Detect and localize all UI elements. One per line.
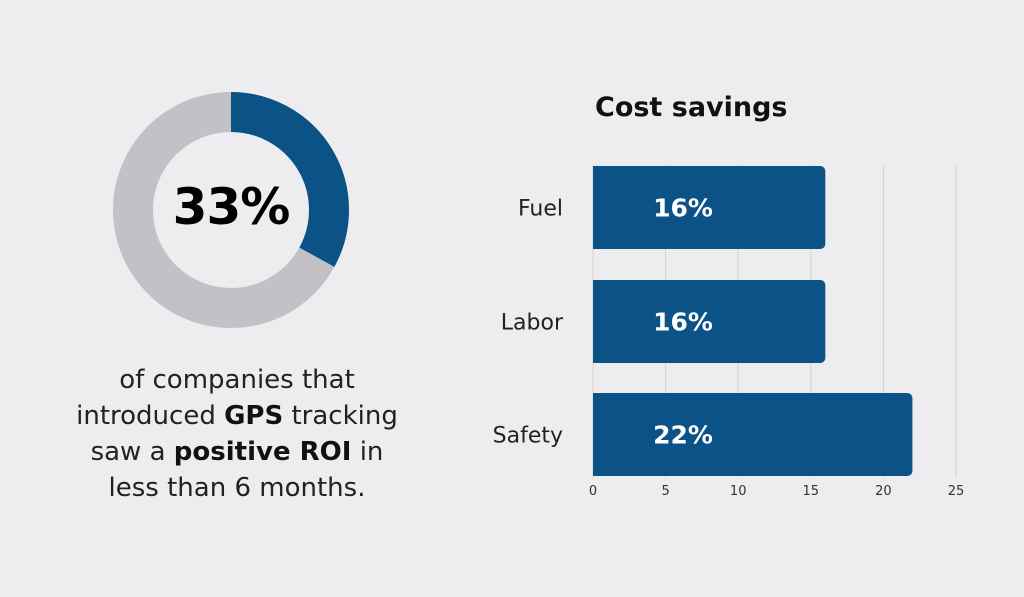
bar-fuel: [593, 166, 826, 249]
caption-line: introduced GPS tracking: [57, 398, 417, 434]
bar-edge: [593, 393, 601, 476]
caption-emphasis: positive ROI: [173, 437, 352, 467]
donut-value-label: 33%: [172, 178, 291, 236]
caption-line: saw a positive ROI in: [57, 434, 417, 470]
caption-text: in: [351, 437, 384, 467]
donut-highlight-segment: [230, 92, 349, 267]
caption-line: less than 6 months.: [108, 473, 366, 503]
x-tick-label: 10: [730, 484, 747, 499]
x-tick-label: 25: [948, 484, 965, 499]
chart-title: Cost savings: [595, 92, 788, 123]
donut-caption: of companies that introduced GPS trackin…: [57, 362, 417, 506]
x-tick-label: 5: [661, 484, 669, 499]
caption-emphasis: GPS: [224, 401, 284, 431]
data-label: 16%: [653, 194, 713, 223]
caption-line: of companies that: [119, 365, 355, 395]
x-tick-label: 0: [589, 484, 597, 499]
bar-edge: [593, 280, 601, 363]
donut-chart: [113, 92, 349, 328]
data-label: 16%: [653, 308, 713, 337]
category-label: Labor: [501, 311, 564, 336]
category-label: Fuel: [518, 197, 563, 222]
data-label: 22%: [653, 421, 713, 450]
caption-text: saw a: [90, 437, 174, 467]
x-tick-label: 20: [875, 484, 892, 499]
caption-text: introduced: [76, 401, 225, 431]
caption-text: tracking: [283, 401, 398, 431]
bar-labor: [593, 280, 826, 363]
x-tick-label: 15: [803, 484, 820, 499]
bar-safety: [593, 393, 913, 476]
bar-edge: [593, 166, 601, 249]
category-label: Safety: [493, 424, 563, 449]
